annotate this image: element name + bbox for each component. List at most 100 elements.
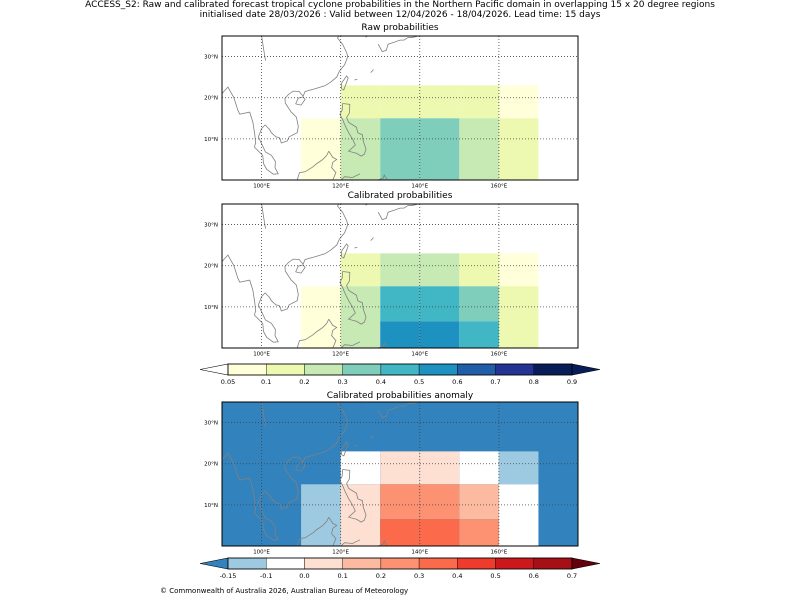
x-tick-label: 160°E	[491, 352, 508, 358]
probability-cell	[459, 253, 499, 287]
panel2-title: Calibrated probabilities	[347, 191, 453, 201]
colorbar-segment	[495, 557, 534, 570]
probability-cell	[380, 484, 420, 520]
colorbar-segment	[380, 557, 420, 570]
coastline	[354, 246, 358, 249]
coastlines	[222, 36, 418, 180]
colorbar-segment	[533, 363, 573, 376]
y-tick-label: 10°N	[204, 137, 218, 143]
colorbar-tick-label: 0.6	[529, 572, 539, 580]
colorbar-segment	[266, 363, 305, 376]
coastline	[354, 444, 358, 447]
panel-frame	[221, 35, 579, 181]
colorbar-segment	[227, 363, 267, 376]
probability-cell	[459, 484, 499, 520]
probability-cell	[340, 484, 381, 546]
coastline	[378, 174, 388, 180]
coastline	[222, 402, 349, 541]
anomaly-colorbar: -0.15 -0.1 0.0 0.1 0.2 0.3 0.4 0.5 0.6 0.7	[199, 557, 601, 580]
coastline	[295, 462, 306, 472]
probability-cell	[498, 253, 539, 287]
colorbar-segment	[342, 557, 382, 570]
coastline	[261, 204, 266, 229]
probability-cell	[380, 253, 420, 287]
x-tick-label: 160°E	[491, 184, 508, 190]
x-tick-label: 140°E	[411, 184, 428, 190]
probability-cell	[419, 85, 460, 119]
coastline	[370, 237, 374, 241]
colorbar-segment	[533, 557, 573, 570]
x-tick-label: 100°E	[253, 184, 270, 190]
coastline	[340, 539, 361, 546]
probability-cell	[459, 451, 499, 485]
y-tick-label: 30°N	[204, 223, 218, 229]
coastline	[370, 69, 374, 73]
colorbar-segment	[304, 363, 343, 376]
probability-cell	[419, 451, 460, 485]
coastline	[354, 78, 358, 81]
colorbar-tick-label: 0.5	[414, 378, 424, 386]
probability-cell	[459, 85, 499, 119]
x-tick-label: 120°E	[332, 352, 349, 358]
colorbar-frame	[227, 363, 573, 376]
colorbar-tick-label: 0.7	[567, 572, 577, 580]
probability-cell	[498, 118, 539, 180]
coastline	[365, 36, 378, 38]
colorbar-tick-label: 0.2	[376, 572, 386, 580]
coastline	[340, 341, 361, 348]
coastline	[328, 150, 338, 180]
y-tick-label: 10°N	[204, 305, 218, 311]
colorbar-tick-label: 0.2	[299, 378, 309, 386]
coastline	[296, 151, 330, 180]
map-panel-3: 100°E 120°E 140°E 160°E 10°N 20°N 30°N	[204, 401, 579, 556]
x-tick-label: 100°E	[253, 550, 270, 556]
probability-cell	[419, 118, 460, 180]
colorbar-tick-label: 0.5	[490, 572, 500, 580]
x-tick-label: 120°E	[332, 184, 349, 190]
coastline	[341, 441, 349, 457]
probability-cell	[459, 321, 499, 348]
coastline	[261, 36, 266, 61]
coastline	[222, 204, 349, 343]
x-tick-label: 140°E	[411, 352, 428, 358]
colorbar-segment	[342, 363, 382, 376]
map-panel-2: 100°E 120°E 140°E 160°E 10°N 20°N 30°N	[204, 203, 579, 358]
coastline	[378, 342, 388, 348]
figure-title-line1: ACCESS_S2: Raw and calibrated forecast t…	[85, 0, 715, 10]
colorbar-tick-label: 0.6	[452, 378, 462, 386]
colorbar-tick-label: 0.3	[414, 572, 424, 580]
coastline	[341, 243, 349, 259]
colorbar-segment	[266, 557, 305, 570]
coastline	[377, 204, 418, 221]
probability-cell	[380, 321, 420, 348]
coastline	[370, 435, 374, 439]
coastline	[365, 402, 378, 404]
probability-cell	[459, 519, 499, 546]
probability-cell	[380, 519, 420, 546]
panel3-title: Calibrated probabilities anomaly	[326, 391, 474, 401]
colorbar-extend-low	[199, 557, 229, 570]
colorbar-tick-label: -0.1	[260, 572, 273, 580]
probability-cell	[380, 85, 420, 119]
probability-cell	[380, 118, 420, 180]
colorbar-segment	[457, 557, 496, 570]
y-tick-label: 30°N	[204, 421, 218, 427]
panel-frame	[221, 203, 579, 349]
colorbar-frame	[227, 557, 573, 570]
probability-cell	[459, 286, 499, 322]
coastline	[328, 516, 338, 546]
colorbar-tick-label: 0.05	[221, 378, 235, 386]
coastline	[339, 103, 367, 157]
coastline	[296, 517, 330, 546]
colorbar-segment	[457, 363, 496, 376]
x-tick-label: 160°E	[491, 550, 508, 556]
probability-cell	[498, 85, 539, 119]
probability-cell	[419, 519, 460, 546]
coastline	[341, 75, 349, 91]
coastline	[339, 469, 367, 523]
coastline	[222, 36, 349, 175]
colorbar-tick-label: 0.9	[567, 378, 577, 386]
coastline	[377, 402, 418, 419]
probability-cell	[459, 118, 499, 180]
